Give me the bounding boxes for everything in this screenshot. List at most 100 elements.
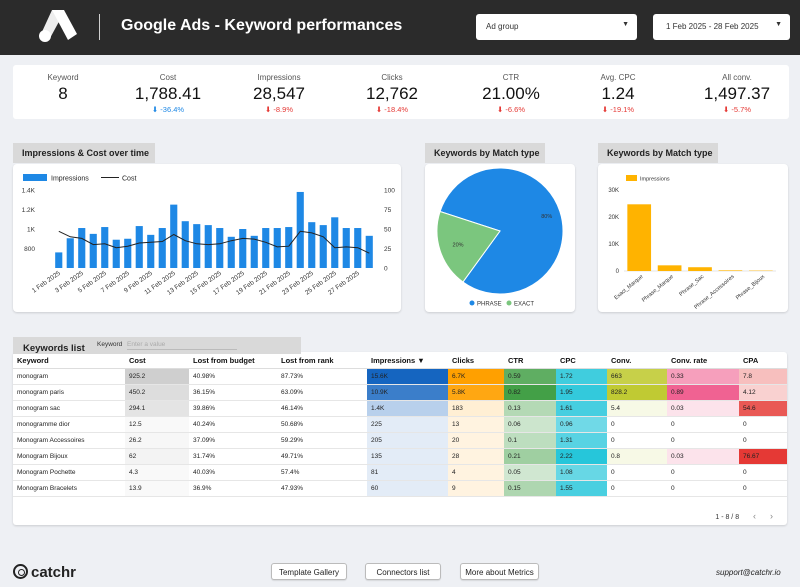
table-cell: 59.29% — [277, 432, 367, 449]
keyword-filter-input[interactable]: Enter a value — [127, 341, 237, 350]
impressions-bar — [239, 229, 247, 268]
table-cell: 40.98% — [189, 368, 277, 385]
table-cell: 39.86% — [189, 400, 277, 417]
table-cell: 0.89 — [667, 384, 739, 401]
table-cell: 0.06 — [504, 416, 556, 433]
column-header[interactable]: Cost — [125, 353, 189, 369]
table-cell: 20 — [448, 432, 504, 449]
table-cell: 1.55 — [556, 480, 607, 498]
date-range-label: 1 Feb 2025 - 28 Feb 2025 — [666, 22, 759, 31]
kpi-delta-value: -5.7% — [731, 105, 751, 114]
table-row[interactable]: Monogram Bracelets 13.9 36.9% 47.93% 60 9 0.15… — [13, 480, 787, 498]
table-cell: 0.8 — [607, 448, 667, 466]
connectors-list-button[interactable]: Connectors list — [365, 563, 441, 580]
pie-slice-phrase — [439, 167, 564, 295]
table-cell: 36.9% — [189, 480, 277, 498]
table-row[interactable]: monogramme dior 12.5 40.24% 50.68% 225 13 0.06… — [13, 416, 787, 433]
table-cell: 12.5 — [125, 416, 189, 433]
table-row[interactable]: Monogram Pochette 4.3 40.03% 57.4% 81 4 0.05 1.… — [13, 464, 787, 482]
pie-slice-label: 80% — [541, 214, 552, 220]
match-type-bar — [688, 267, 712, 271]
kpi-avg-cpc: Avg. CPC 1.24 ⬇ -19.1% — [568, 65, 668, 114]
adgroup-select[interactable]: Ad group ▼ — [476, 14, 637, 40]
arrow-down-icon: ⬇ — [375, 105, 385, 114]
column-header[interactable]: CTR — [504, 353, 556, 369]
table-cell: 54.6 — [739, 400, 787, 417]
table-cell: Monogram Pochette — [13, 464, 125, 482]
table-cell: 4.3 — [125, 464, 189, 482]
column-header[interactable]: Lost from rank — [277, 353, 367, 369]
column-header[interactable]: Keyword — [13, 353, 125, 369]
arrow-down-icon: ⬇ — [265, 105, 274, 114]
x-tick-label: Phrase_Sac — [678, 274, 705, 298]
page-title: Google Ads - Keyword performances — [121, 17, 403, 34]
table-cell: 0 — [667, 480, 739, 498]
column-header[interactable]: Lost from budget — [189, 353, 277, 369]
table-cell: 0.15 — [504, 480, 556, 498]
column-header[interactable]: Conv. — [607, 353, 667, 369]
y-left-tick-label: 1K — [27, 227, 36, 234]
legend-phrase-label: PHRASE — [477, 302, 502, 308]
impressions-bar — [262, 228, 270, 268]
keyword-filter-label: Keyword — [97, 341, 123, 348]
kpi-delta: ⬇ -6.6% — [461, 105, 561, 114]
column-header[interactable]: Conv. rate — [667, 353, 739, 369]
table-cell: 0.33 — [667, 368, 739, 385]
y-tick-label: 30K — [608, 188, 619, 194]
google-ads-logo-icon — [39, 10, 77, 42]
kpi-value: 1.24 — [601, 84, 635, 103]
table-cell: 28 — [448, 448, 504, 466]
keywords-table-card: Keyword Cost Lost from budget Lost from ran… — [13, 352, 787, 525]
catchr-logo: catchr — [13, 564, 76, 581]
impressions-bar — [147, 234, 155, 268]
table-row[interactable]: monogram paris 450.2 36.15% 63.09% 10.9K 5.8K… — [13, 384, 787, 401]
table-cell: 0 — [739, 464, 787, 482]
chevron-right-icon[interactable]: › — [770, 511, 773, 521]
table-cell: 663 — [607, 368, 667, 385]
header-bar: Google Ads - Keyword performances Ad gro… — [0, 0, 800, 55]
match-type-bar — [657, 265, 682, 271]
x-tick-label: Exact_Marque — [613, 274, 644, 301]
arrow-down-icon: ⬇ — [723, 105, 732, 114]
kpi-delta-value: -18.4% — [384, 105, 409, 114]
match-type-bar-title: Keywords by Match type — [598, 143, 718, 163]
impressions-bar — [273, 228, 281, 268]
table-row[interactable]: monogram 925.2 40.98% 87.73% 15.6K 6.7K 0.59 1.… — [13, 368, 787, 385]
column-header[interactable]: Impressions ▼ — [367, 353, 448, 369]
column-header[interactable]: CPC — [556, 353, 607, 369]
table-cell: 40.03% — [189, 464, 277, 482]
column-header[interactable]: Clicks — [448, 353, 504, 369]
table-cell: monogram sac — [13, 400, 125, 417]
table-cell: 50.68% — [277, 416, 367, 433]
column-header[interactable]: CPA — [739, 353, 787, 369]
table-row[interactable]: Monogram Bijoux 62 31.74% 49.71% 135 28 0.21 2.… — [13, 448, 787, 466]
kpi-impressions: Impressions 28,547 ⬇ -8.9% — [229, 65, 329, 114]
support-email[interactable]: support@catchr.io — [716, 568, 781, 577]
kpi-value: 8 — [58, 84, 68, 103]
table-cell: 37.09% — [189, 432, 277, 449]
table-cell: 46.14% — [277, 400, 367, 417]
table-cell: 47.93% — [277, 480, 367, 498]
template-gallery-button[interactable]: Template Gallery — [271, 563, 347, 580]
table-cell: 13.9 — [125, 480, 189, 498]
more-about-metrics-button[interactable]: More about Metrics — [460, 563, 539, 580]
kpi-value: 21.00% — [482, 84, 540, 103]
table-cell: monogram — [13, 368, 125, 385]
kpi-ctr: CTR 21.00% ⬇ -6.6% — [461, 65, 561, 114]
table-cell: 6.7K — [448, 368, 504, 385]
date-range-select[interactable]: 1 Feb 2025 - 28 Feb 2025 ▼ — [653, 14, 790, 40]
match-type-bar-chart: Impressions010K20K30KExact_MarquePhrase_… — [608, 175, 776, 311]
chevron-down-icon: ▼ — [622, 21, 629, 28]
table-row[interactable]: Monogram Accessoires 26.2 37.09% 59.29% 205 2… — [13, 432, 787, 449]
impressions-bar — [296, 191, 304, 268]
chevron-left-icon[interactable]: ‹ — [753, 511, 757, 521]
kpi-delta: ⬇ -19.1% — [568, 105, 668, 114]
pie-slice-label: 20% — [453, 243, 464, 249]
table-cell: 205 — [367, 432, 448, 449]
table-row[interactable]: monogram sac 294.1 39.86% 46.14% 1.4K 183 0.13… — [13, 400, 787, 417]
kpi-label: All conv. — [722, 73, 752, 82]
arrow-down-icon: ⬇ — [497, 105, 506, 114]
chevron-down-icon: ▼ — [775, 21, 782, 28]
kpi-delta: ⬇ -8.9% — [229, 105, 329, 114]
y-right-tick-label: 75 — [384, 207, 392, 214]
